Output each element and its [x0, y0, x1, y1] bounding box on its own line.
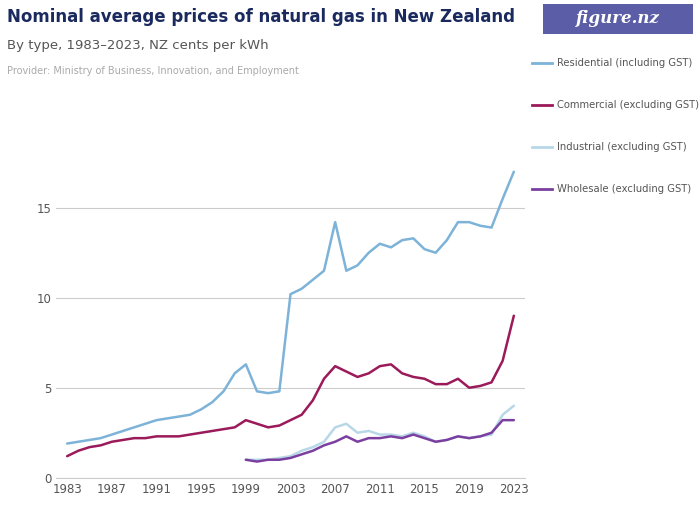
Text: figure.nz: figure.nz	[575, 10, 659, 27]
Text: Commercial (excluding GST): Commercial (excluding GST)	[556, 100, 699, 110]
Text: Residential (including GST): Residential (including GST)	[556, 58, 692, 68]
Text: By type, 1983–2023, NZ cents per kWh: By type, 1983–2023, NZ cents per kWh	[7, 39, 269, 52]
Text: Provider: Ministry of Business, Innovation, and Employment: Provider: Ministry of Business, Innovati…	[7, 66, 299, 76]
Text: Wholesale (excluding GST): Wholesale (excluding GST)	[556, 184, 691, 194]
Text: Nominal average prices of natural gas in New Zealand: Nominal average prices of natural gas in…	[7, 8, 515, 26]
Text: Industrial (excluding GST): Industrial (excluding GST)	[556, 142, 686, 152]
